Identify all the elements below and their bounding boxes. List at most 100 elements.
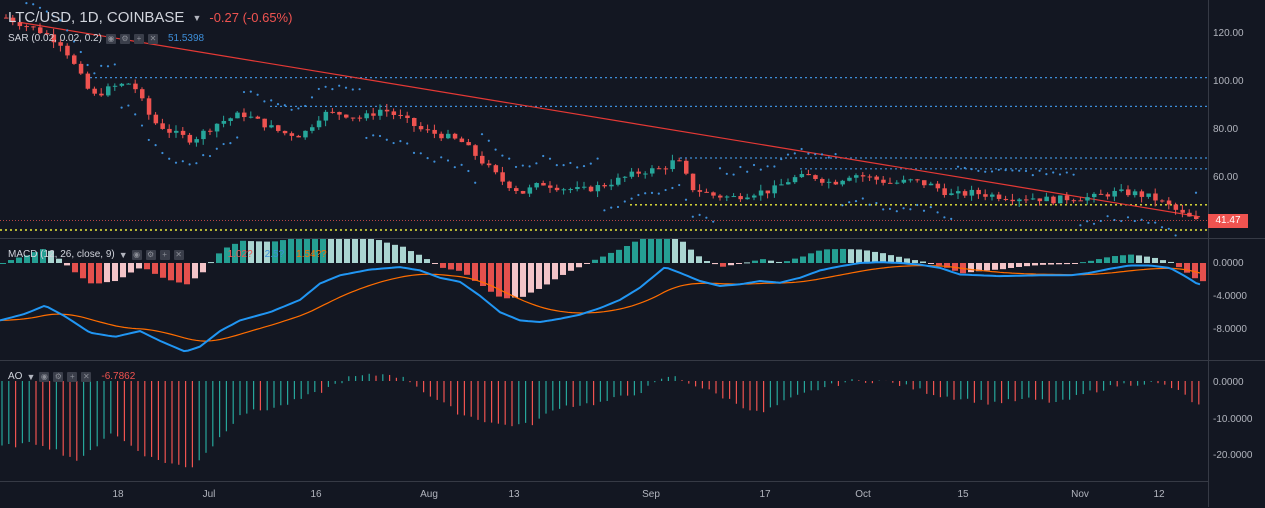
ao-chart[interactable] [0,361,1208,481]
settings-icon[interactable]: ⚙ [53,371,64,382]
candle-body [514,188,519,191]
sar-dot [895,210,898,213]
candle-body [656,168,662,170]
sar-dot [487,139,490,142]
close-icon[interactable]: ✕ [147,33,158,44]
macd-histogram-bar [816,250,822,263]
sar-dot [1160,226,1164,229]
macd-tick: 0.0000 [1213,258,1244,269]
time-axis[interactable]: 18 Jul 16 Aug 13 Sep 17 Oct 15 Nov 12 [0,481,1208,508]
sar-dot [902,207,905,210]
sar-dot [684,198,688,201]
last-price-label: 41.47 [1208,214,1248,228]
macd-histogram-bar [1056,263,1062,265]
pane-divider[interactable] [0,360,1265,361]
plus-icon[interactable]: + [159,249,170,260]
candle-body [4,17,9,19]
macd-histogram-bar [200,263,206,273]
sar-dot [317,87,320,91]
macd-histogram-bar [448,263,454,270]
settings-icon[interactable]: ⚙ [119,33,130,44]
sar-dot [372,134,375,137]
macd-histogram-bar [176,263,182,283]
macd-histogram-bar [1112,256,1118,263]
eye-icon[interactable]: ◉ [105,33,116,44]
sar-dot [100,64,103,67]
sar-dot [140,124,144,127]
macd-histogram-bar [736,263,742,264]
macd-histogram-bar [168,263,174,281]
sar-dot [1120,219,1123,223]
candle-body [289,133,295,136]
time-label: 12 [1153,489,1165,500]
ao-tick: 0.0000 [1213,377,1244,388]
sar-dot [888,207,892,211]
ao-pane[interactable] [0,361,1208,481]
plus-icon[interactable]: + [67,371,78,382]
close-icon[interactable]: ✕ [81,371,92,382]
candle-body [677,160,682,162]
sar-dot [93,72,96,75]
sar-dot [1038,169,1041,172]
macd-label[interactable]: MACD (12, 26, close, 9) [8,249,115,260]
candle-body [412,117,417,127]
sar-dot [270,99,273,102]
macd-chart[interactable] [0,239,1208,360]
ao-axis[interactable]: 0.0000 -10.0000 -20.0000 [1208,361,1265,507]
settings-icon[interactable]: ⚙ [145,249,156,260]
candle-body [922,180,927,186]
macd-histogram-bar [792,258,798,263]
macd-histogram-bar [488,263,494,292]
macd-pane[interactable] [0,239,1208,360]
macd-histogram-bar [1032,263,1038,266]
macd-histogram-bar [648,239,654,263]
price-pane[interactable] [0,0,1208,238]
sar-dot [236,136,239,139]
macd-histogram-bar [1200,263,1206,282]
eye-icon[interactable]: ◉ [39,371,50,382]
candle-body [779,184,784,186]
sar-dot [562,164,565,167]
sar-dot [460,163,463,166]
price-axis[interactable]: 120.00 100.00 80.00 60.00 [1208,0,1265,238]
pane-divider[interactable] [0,238,1265,239]
close-icon[interactable]: ✕ [173,249,184,260]
symbol-title[interactable]: LTC/USD, 1D, COINBASE [8,9,185,26]
macd-histogram-bar [584,263,590,264]
time-label: 17 [759,489,771,500]
candle-body [976,189,981,195]
macd-histogram-bar [784,261,790,263]
sar-dot [576,166,579,169]
candle-body [276,125,281,131]
candle-body [432,129,437,134]
time-label: 18 [112,489,124,500]
sar-dot [440,156,443,159]
sar-dot [494,148,497,151]
macd-histogram-bar [1168,261,1174,263]
candle-body [78,63,84,74]
sar-dot [984,170,987,173]
sar-dot [1113,218,1116,222]
macd-axis[interactable]: 0.0000 -4.0000 -8.0000 [1208,239,1265,360]
chevron-down-icon[interactable]: ▼ [26,371,36,382]
eye-icon[interactable]: ◉ [131,249,142,260]
macd-histogram-bar [1064,263,1070,265]
candle-body [690,173,696,191]
chevron-down-icon[interactable]: ▼ [192,12,202,23]
chevron-down-icon[interactable]: ▼ [118,249,128,260]
price-chart[interactable] [0,0,1208,238]
sar-dot [705,216,708,219]
sar-dot [1167,227,1170,230]
macd-histogram-bar [296,239,302,263]
candle-body [833,181,839,185]
macd-histogram-bar [120,263,126,278]
macd-histogram-bar [528,263,534,293]
sar-dot [1099,219,1102,223]
candle-body [772,185,777,194]
ao-label[interactable]: AO [8,371,23,382]
sar-dot [691,215,694,218]
plus-icon[interactable]: + [133,33,144,44]
macd-histogram-bar [288,239,294,263]
sar-dot [365,136,368,140]
sar-label[interactable]: SAR (0.02, 0.02, 0.2) [8,33,102,44]
